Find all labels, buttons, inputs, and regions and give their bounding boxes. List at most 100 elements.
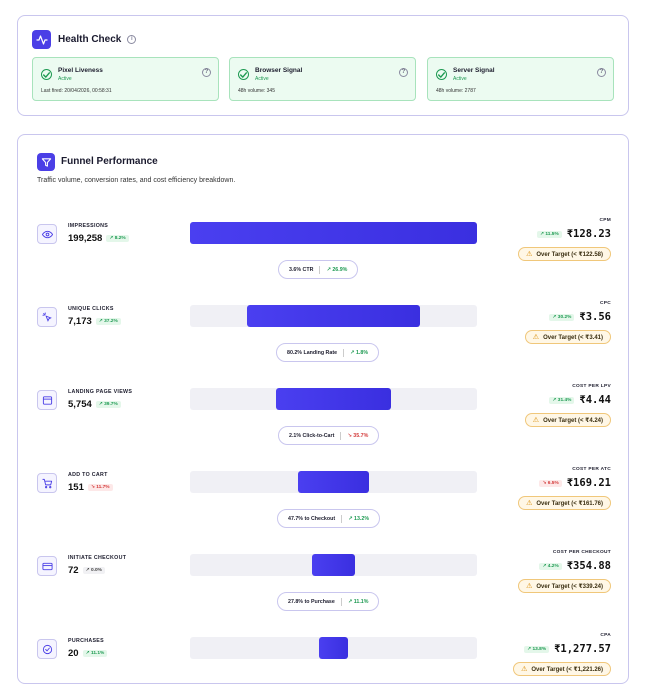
over-target-badge: ⚠ Over Target (< ₹122.58): [518, 247, 611, 261]
target-text: Over Target (< ₹161.76): [536, 500, 603, 507]
conversion-rate-pill: 3.6% CTR ↗ 26.9%: [278, 260, 359, 279]
conversion-change-badge: ↗ 11.1%: [347, 598, 369, 605]
check-circle-icon: [436, 69, 447, 80]
stage-change-badge: ↗ 37.2%: [95, 318, 121, 325]
funnel-title: Funnel Performance: [61, 156, 158, 167]
conversion-change: 13.2%: [354, 515, 370, 522]
warning-icon: ⚠: [526, 251, 533, 258]
cost-metric-name: COST PER ATC: [572, 467, 611, 472]
signal-status: Active: [255, 76, 269, 82]
conversion-rate-pill: 47.7% to Checkout ↗ 13.2%: [277, 509, 381, 528]
cost-change-badge: ↗ 4.2%: [539, 562, 562, 570]
stage-count: 151: [68, 482, 84, 493]
help-icon[interactable]: ?: [202, 68, 211, 77]
stage-change-badge: ↗ 0.0%: [82, 567, 105, 574]
stage-value: 199,258 ↗ 8.2%: [68, 233, 129, 244]
conversion-label: 3.6% CTR: [289, 266, 314, 273]
health-check-header: Health Check i: [32, 30, 137, 49]
stage-count: 20: [68, 648, 79, 659]
funnel-stage-add-to-cart: ADD TO CART 151 ↘ 11.7% COST PER ATC ↘ 6.5% ₹…: [18, 463, 630, 510]
cost-metric-value: ₹4.44: [579, 394, 611, 406]
stage-change-badge: ↗ 11.1%: [82, 650, 108, 657]
conversion-change: 35.7%: [353, 432, 369, 439]
cost-metric-row: ↘ 6.5% ₹169.21: [539, 477, 611, 489]
funnel-stage-initiate-checkout: INITIATE CHECKOUT 72 ↗ 0.0% COST PER CHECKO…: [18, 546, 630, 593]
stage-change: 0.0%: [90, 568, 102, 573]
info-icon[interactable]: i: [127, 35, 137, 44]
conversion-change: 26.9%: [332, 266, 348, 273]
signal-meta: 48h volume: 2787: [436, 88, 476, 94]
signal-card-pixel-liveness: Pixel Liveness Active Last fired: 20/04/…: [32, 57, 219, 101]
stage-value: 151 ↘ 11.7%: [68, 482, 113, 493]
stage-label: UNIQUE CLICKS: [68, 306, 114, 312]
funnel-stage-purchases: PURCHASES 20 ↗ 11.1% CPA ↗ 13.8% ₹1,277.57 ⚠ Ov…: [18, 629, 630, 676]
over-target-badge: ⚠ Over Target (< ₹161.76): [518, 496, 611, 510]
conversion-rate-pill: 27.8% to Purchase ↗ 11.1%: [277, 592, 380, 611]
stage-value: 72 ↗ 0.0%: [68, 565, 105, 576]
warning-icon: ⚠: [532, 334, 540, 341]
divider: [340, 431, 342, 440]
stage-count: 7,173: [68, 316, 92, 327]
stage-label: ADD TO CART: [68, 472, 108, 478]
signal-meta: Last fired: 20/04/2026, 00:58:31: [41, 88, 112, 94]
stage-count: 72: [68, 565, 79, 576]
check-circle-icon: [238, 69, 249, 80]
conversion-change: 1.8%: [355, 349, 369, 356]
funnel-bar: [247, 305, 420, 327]
stage-change: 39.7%: [104, 402, 118, 407]
check-circle-icon: [41, 69, 52, 80]
cost-metric-name: CPM: [599, 218, 611, 223]
conversion-change-badge: ↗ 1.8%: [350, 349, 369, 356]
help-icon[interactable]: ?: [597, 68, 606, 77]
cost-metric-row: ↗ 13.8% ₹1,277.57: [524, 643, 611, 655]
funnel-bar: [297, 471, 370, 493]
cost-metric-row: ↗ 31.4% ₹4.44: [549, 394, 611, 406]
target-text: Over Target (< ₹4.24): [543, 417, 603, 424]
divider: [341, 514, 343, 523]
stage-change-badge: ↗ 8.2%: [106, 235, 129, 242]
stage-change-badge: ↗ 39.7%: [95, 401, 121, 408]
cost-metric-row: ↗ 11.5% ₹128.23: [537, 228, 611, 240]
funnel-bar: [190, 222, 477, 244]
signal-status: Active: [58, 76, 72, 82]
cost-change: 13.8%: [532, 646, 547, 652]
warning-icon: ⚠: [521, 666, 528, 673]
cost-change: 4.2%: [547, 563, 559, 569]
target-text: Over Target (< ₹339.24): [536, 583, 603, 590]
cost-metric-row: ↗ 30.2% ₹3.56: [549, 311, 611, 323]
funnel-bar-track: [190, 388, 477, 410]
over-target-badge: ⚠ Over Target (< ₹339.24): [518, 579, 611, 593]
stage-value: 7,173 ↗ 37.2%: [68, 316, 121, 327]
divider: [319, 265, 321, 274]
warning-icon: ⚠: [526, 500, 533, 507]
over-target-badge: ⚠ Over Target (< ₹3.41): [524, 330, 611, 344]
conversion-change: 11.1%: [353, 598, 369, 605]
signal-meta: 48h volume: 345: [238, 88, 275, 94]
stage-change: 11.7%: [96, 485, 110, 490]
funnel-bar: [319, 637, 348, 659]
cost-change-badge: ↘ 6.5%: [539, 479, 562, 487]
conversion-change-badge: ↘ 35.7%: [347, 432, 369, 439]
stage-change: 11.1%: [90, 651, 105, 656]
check-circle-icon: [37, 639, 57, 659]
conversion-label: 27.8% to Purchase: [288, 598, 335, 605]
funnel-bar-track: [190, 554, 477, 576]
cost-metric-value: ₹128.23: [566, 228, 611, 240]
stage-count: 199,258: [68, 233, 103, 244]
cost-metric-value: ₹169.21: [566, 477, 611, 489]
help-icon[interactable]: ?: [399, 68, 408, 77]
funnel-stage-unique-clicks: UNIQUE CLICKS 7,173 ↗ 37.2% CPC ↗ 30.2% ₹3.56…: [18, 297, 630, 344]
stage-label: INITIATE CHECKOUT: [68, 555, 127, 561]
cost-change-badge: ↗ 11.5%: [537, 230, 562, 238]
conversion-rate-pill: 80.2% Landing Rate ↗ 1.8%: [276, 343, 380, 362]
stage-value: 20 ↗ 11.1%: [68, 648, 108, 659]
browser-window-icon: [37, 390, 57, 410]
divider: [340, 597, 342, 606]
funnel-stage-impressions: IMPRESSIONS 199,258 ↗ 8.2% CPM ↗ 11.5% ₹128.2…: [18, 214, 630, 261]
over-target-badge: ⚠ Over Target (< ₹1,221.26): [513, 662, 611, 676]
cost-metric-value: ₹354.88: [566, 560, 611, 572]
funnel-bar-track: [190, 471, 477, 493]
target-text: Over Target (< ₹3.41): [543, 334, 603, 341]
cost-metric-name: COST PER LPV: [572, 384, 611, 389]
stage-change: 8.2%: [114, 236, 126, 241]
